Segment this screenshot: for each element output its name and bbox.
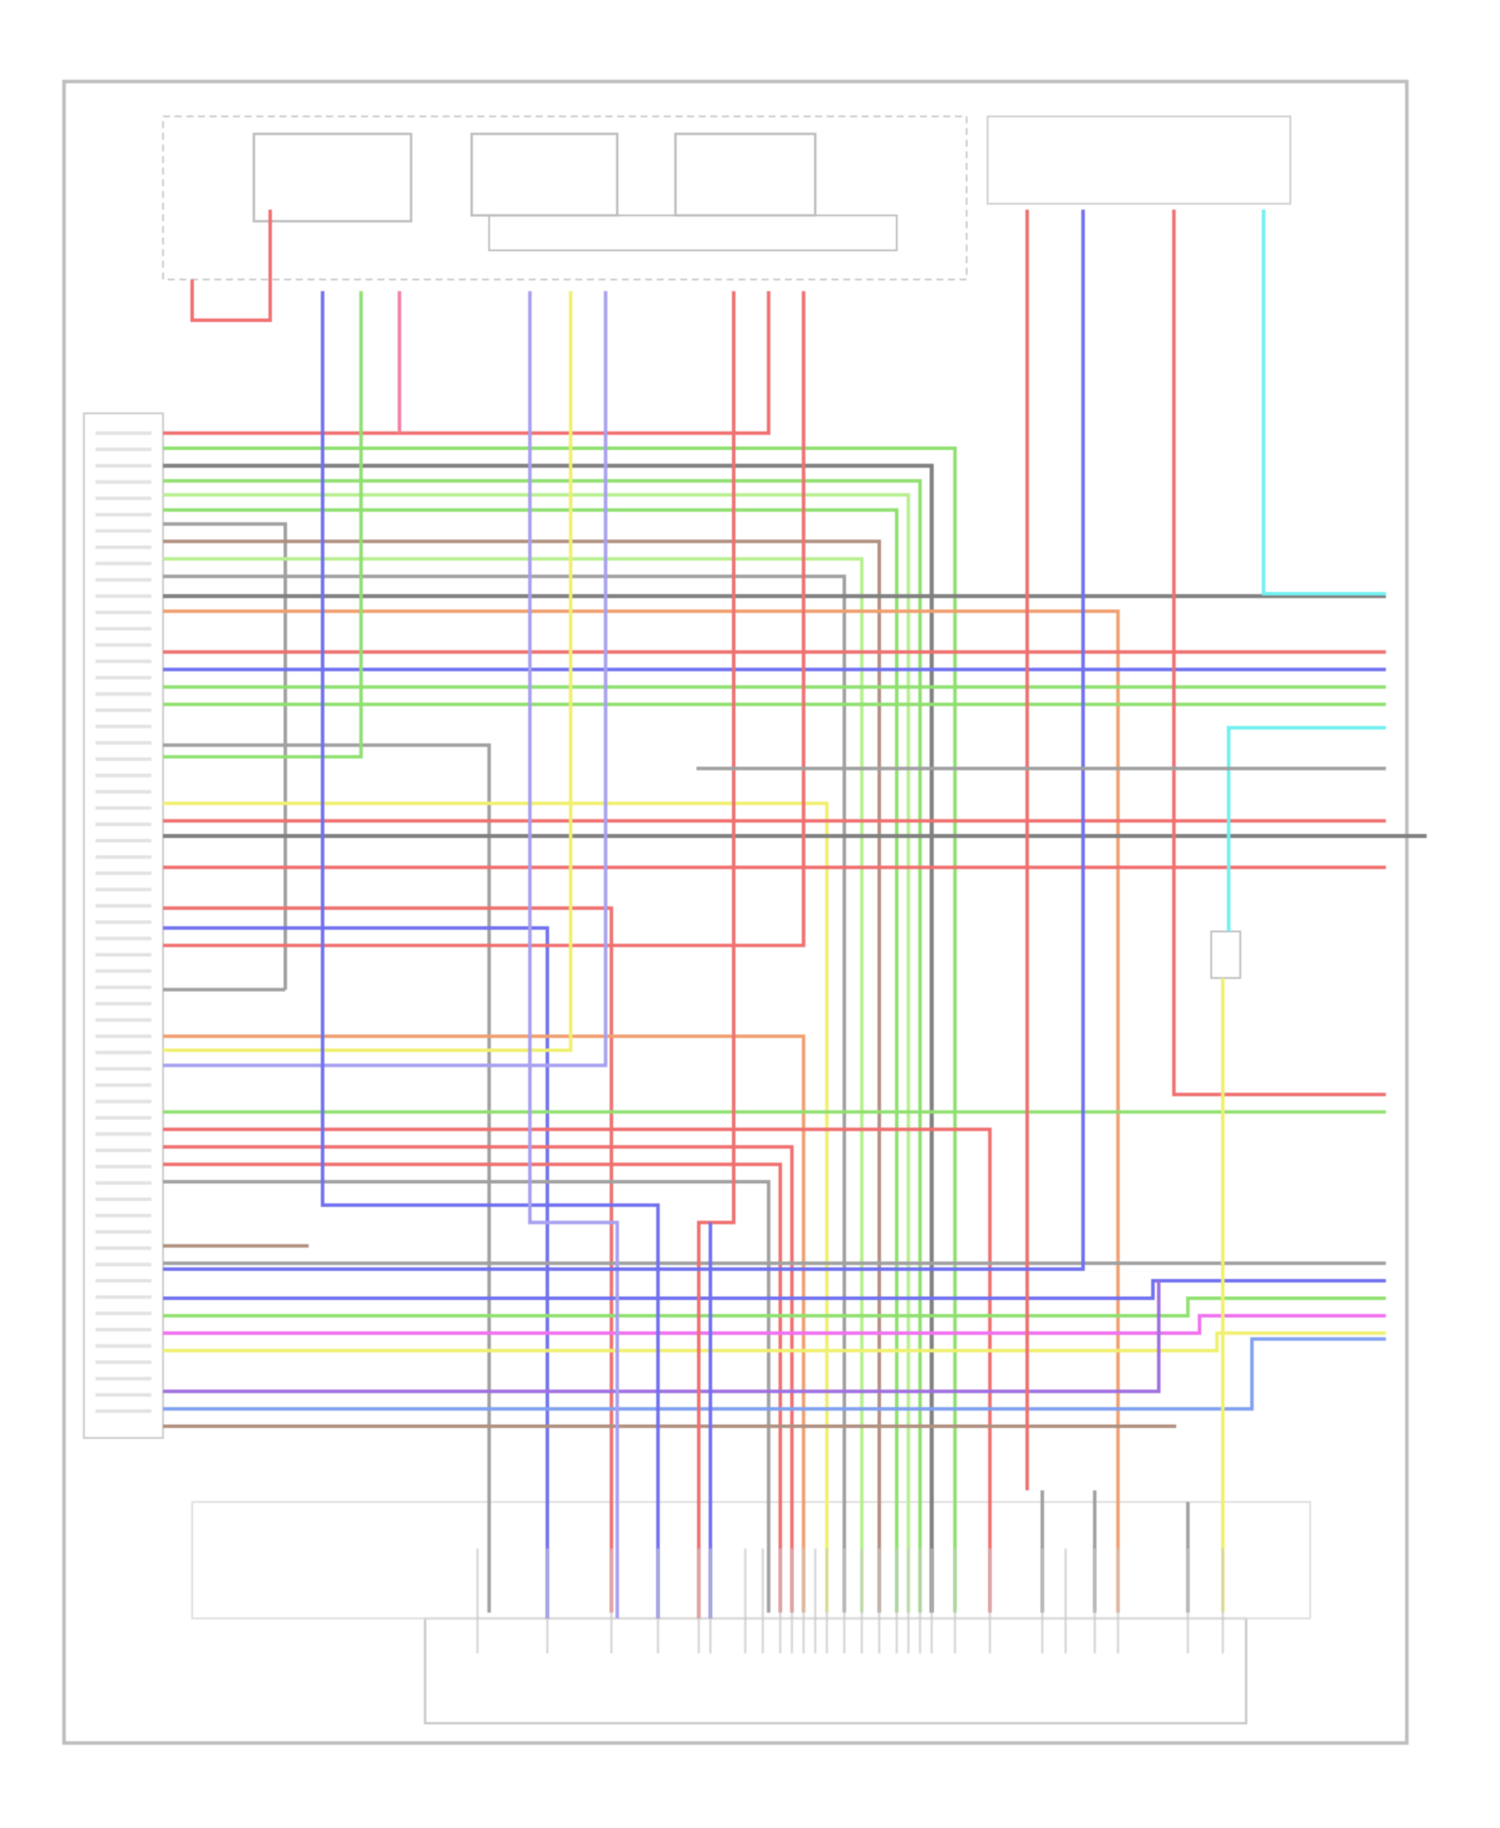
sensor-module-right <box>1210 930 1242 979</box>
relay-1 <box>252 132 413 223</box>
wire-yellow-28 <box>163 291 573 1052</box>
wire-red-0 <box>163 291 771 435</box>
diagram-frame-group <box>62 79 1409 1745</box>
diagram-border <box>62 79 1409 1745</box>
wire-lightgreen-5 <box>163 493 911 1613</box>
wire-green-4 <box>163 479 922 1613</box>
wire-brown-8 <box>163 539 882 1613</box>
relay-2 <box>470 132 619 217</box>
wire-red-54 <box>190 209 272 322</box>
wire-darkgray-3 <box>163 463 934 1613</box>
wire-red-23 <box>163 906 614 1613</box>
relay-3 <box>674 132 817 217</box>
wire-red-33 <box>163 1162 783 1613</box>
wire-red-31 <box>163 1127 992 1613</box>
wire-red-32 <box>163 1145 794 1613</box>
wire-blue-24 <box>163 926 550 1619</box>
wires-group <box>163 209 1427 1619</box>
wire-red-25 <box>163 291 806 948</box>
wire-cyan-52 <box>1226 725 1386 932</box>
wire-blue-37 <box>163 1279 1386 1300</box>
wire-yellow-19 <box>163 801 829 1613</box>
wire-lightgreen-9 <box>163 557 864 1613</box>
relay-assembly-box <box>162 115 968 281</box>
wire-green-18 <box>163 291 363 759</box>
wire-green-38 <box>163 1296 1386 1318</box>
harness-box-bottom <box>191 1501 1312 1620</box>
wire-green-6 <box>163 508 899 1613</box>
wire-orange-12 <box>163 609 1120 1613</box>
wire-cyan-51 <box>1261 209 1386 596</box>
wire-magenta-39 <box>163 1313 1386 1335</box>
wire-blue-49 <box>163 209 1085 1271</box>
wire-yellow-40 <box>163 1331 1386 1353</box>
wire-blue-44 <box>320 291 660 1619</box>
wire-orange-27 <box>163 1034 806 1613</box>
wire-lavender-29 <box>163 291 608 1068</box>
ecm-connector-left <box>82 412 164 1439</box>
wire-skyblue-42 <box>163 1337 1386 1411</box>
connector-pins-group <box>95 431 1224 1654</box>
wire-lavender-45 <box>528 291 619 1619</box>
wire-red-46 <box>697 291 736 1619</box>
wire-red-50 <box>1172 209 1386 1097</box>
wire-gray-10 <box>163 574 847 1613</box>
sensor-box-right <box>986 115 1292 205</box>
wire-gray-17 <box>163 743 491 1613</box>
relay-2-3-bus <box>488 214 898 252</box>
wire-green-2 <box>163 446 957 1613</box>
wire-purple-41 <box>163 1280 1161 1394</box>
wire-gray-34 <box>163 1180 771 1613</box>
